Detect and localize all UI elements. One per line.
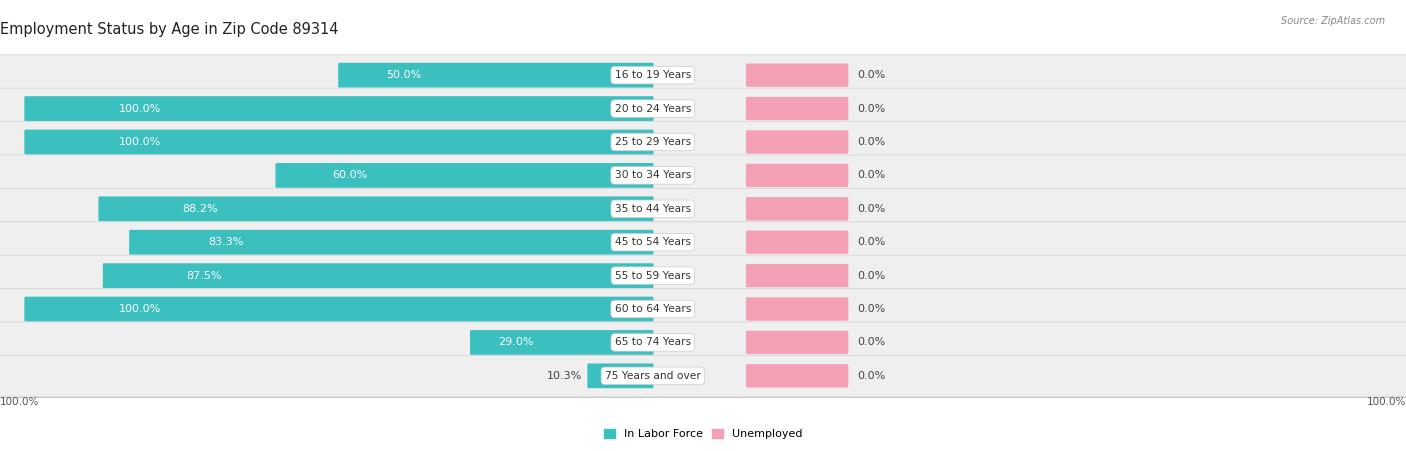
Text: 0.0%: 0.0% <box>858 271 886 281</box>
FancyBboxPatch shape <box>747 130 848 154</box>
FancyBboxPatch shape <box>103 263 654 288</box>
FancyBboxPatch shape <box>276 163 654 188</box>
Text: 75 Years and over: 75 Years and over <box>605 371 700 381</box>
Text: 0.0%: 0.0% <box>858 170 886 180</box>
FancyBboxPatch shape <box>747 297 848 321</box>
Text: 100.0%: 100.0% <box>0 397 39 407</box>
Text: 65 to 74 Years: 65 to 74 Years <box>614 337 690 347</box>
Text: 35 to 44 Years: 35 to 44 Years <box>614 204 690 214</box>
Text: 0.0%: 0.0% <box>858 204 886 214</box>
Text: 50.0%: 50.0% <box>387 70 422 80</box>
FancyBboxPatch shape <box>747 331 848 354</box>
Text: Source: ZipAtlas.com: Source: ZipAtlas.com <box>1281 16 1385 26</box>
Text: 29.0%: 29.0% <box>498 337 533 347</box>
Text: 45 to 54 Years: 45 to 54 Years <box>614 237 690 247</box>
Legend: In Labor Force, Unemployed: In Labor Force, Unemployed <box>599 425 807 444</box>
Text: 60.0%: 60.0% <box>333 170 368 180</box>
Text: 100.0%: 100.0% <box>120 304 162 314</box>
FancyBboxPatch shape <box>0 88 1406 129</box>
Text: 0.0%: 0.0% <box>858 104 886 114</box>
FancyBboxPatch shape <box>339 63 654 87</box>
Text: 88.2%: 88.2% <box>183 204 218 214</box>
Text: 25 to 29 Years: 25 to 29 Years <box>614 137 690 147</box>
FancyBboxPatch shape <box>129 230 654 254</box>
Text: 87.5%: 87.5% <box>186 271 222 281</box>
Text: 100.0%: 100.0% <box>1367 397 1406 407</box>
Text: Employment Status by Age in Zip Code 89314: Employment Status by Age in Zip Code 893… <box>0 22 339 37</box>
Text: 60 to 64 Years: 60 to 64 Years <box>614 304 690 314</box>
FancyBboxPatch shape <box>24 297 654 322</box>
FancyBboxPatch shape <box>0 122 1406 162</box>
Text: 0.0%: 0.0% <box>858 371 886 381</box>
FancyBboxPatch shape <box>0 189 1406 229</box>
FancyBboxPatch shape <box>0 155 1406 196</box>
FancyBboxPatch shape <box>747 264 848 287</box>
Text: 30 to 34 Years: 30 to 34 Years <box>614 170 690 180</box>
FancyBboxPatch shape <box>0 322 1406 363</box>
Text: 83.3%: 83.3% <box>208 237 243 247</box>
FancyBboxPatch shape <box>0 289 1406 329</box>
Text: 100.0%: 100.0% <box>120 137 162 147</box>
FancyBboxPatch shape <box>747 364 848 387</box>
Text: 0.0%: 0.0% <box>858 237 886 247</box>
FancyBboxPatch shape <box>24 129 654 154</box>
FancyBboxPatch shape <box>470 330 654 355</box>
FancyBboxPatch shape <box>588 364 654 388</box>
Text: 0.0%: 0.0% <box>858 70 886 80</box>
FancyBboxPatch shape <box>747 197 848 221</box>
Text: 0.0%: 0.0% <box>858 337 886 347</box>
FancyBboxPatch shape <box>0 255 1406 296</box>
Text: 10.3%: 10.3% <box>547 371 582 381</box>
FancyBboxPatch shape <box>747 230 848 254</box>
Text: 0.0%: 0.0% <box>858 304 886 314</box>
Text: 0.0%: 0.0% <box>858 137 886 147</box>
FancyBboxPatch shape <box>24 96 654 121</box>
FancyBboxPatch shape <box>0 222 1406 262</box>
Text: 20 to 24 Years: 20 to 24 Years <box>614 104 690 114</box>
Text: 100.0%: 100.0% <box>120 104 162 114</box>
FancyBboxPatch shape <box>0 355 1406 396</box>
FancyBboxPatch shape <box>747 164 848 187</box>
FancyBboxPatch shape <box>98 197 654 221</box>
FancyBboxPatch shape <box>747 64 848 87</box>
FancyBboxPatch shape <box>0 55 1406 96</box>
Text: 55 to 59 Years: 55 to 59 Years <box>614 271 690 281</box>
Text: 16 to 19 Years: 16 to 19 Years <box>614 70 690 80</box>
FancyBboxPatch shape <box>747 97 848 120</box>
